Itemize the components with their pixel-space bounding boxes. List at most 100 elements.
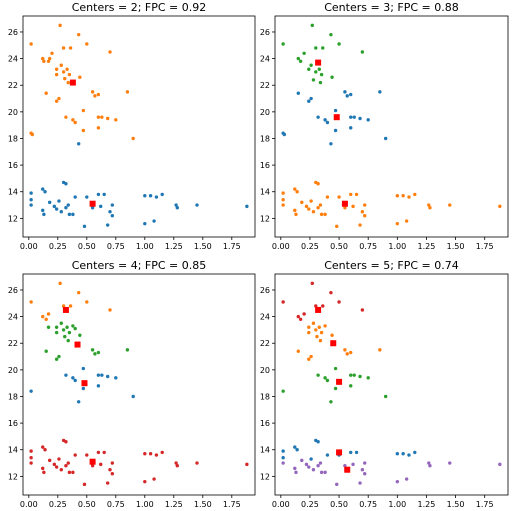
data-point bbox=[154, 453, 159, 457]
data-point bbox=[29, 300, 33, 304]
data-point bbox=[345, 94, 349, 98]
data-point bbox=[349, 192, 353, 197]
data-point bbox=[281, 449, 285, 453]
data-point bbox=[64, 373, 68, 377]
data-point bbox=[498, 462, 502, 467]
y-tick-label: 20 bbox=[8, 108, 18, 117]
data-point bbox=[76, 32, 81, 37]
data-point bbox=[325, 453, 330, 457]
cluster-center-marker bbox=[74, 341, 81, 348]
data-point bbox=[76, 290, 81, 295]
data-point bbox=[293, 445, 297, 449]
data-point bbox=[298, 317, 303, 321]
data-point bbox=[296, 91, 300, 95]
data-point bbox=[160, 192, 164, 197]
data-point bbox=[343, 90, 347, 94]
data-point bbox=[349, 350, 353, 355]
data-point bbox=[67, 212, 72, 217]
data-point bbox=[281, 389, 285, 393]
data-point bbox=[358, 481, 362, 485]
data-point bbox=[30, 132, 34, 137]
data-point bbox=[71, 118, 75, 122]
data-point bbox=[90, 464, 95, 468]
data-point bbox=[294, 470, 298, 475]
y-tick-label: 16 bbox=[8, 161, 18, 170]
data-point bbox=[296, 56, 300, 61]
data-point bbox=[325, 378, 330, 383]
x-tick-label: 0.50 bbox=[78, 242, 96, 251]
x-tick-label: 1.00 bbox=[388, 242, 406, 251]
data-point bbox=[96, 115, 101, 119]
y-tick-label: 26 bbox=[8, 286, 18, 295]
data-point bbox=[41, 208, 45, 213]
cluster-center-marker bbox=[315, 306, 322, 313]
data-point bbox=[63, 334, 67, 339]
chart-title: Centers = 4; FPC = 0.85 bbox=[72, 259, 207, 272]
data-point bbox=[110, 203, 115, 207]
cluster-center-marker bbox=[344, 466, 351, 473]
data-point bbox=[318, 338, 323, 343]
data-point bbox=[360, 210, 365, 214]
cluster-5 bbox=[281, 458, 502, 487]
data-point bbox=[354, 192, 359, 197]
data-point bbox=[314, 328, 318, 332]
data-point bbox=[281, 191, 285, 195]
data-point bbox=[318, 203, 323, 207]
data-point bbox=[114, 376, 118, 380]
data-point bbox=[29, 461, 33, 465]
data-point bbox=[395, 452, 400, 456]
data-point bbox=[352, 373, 356, 377]
data-point bbox=[43, 448, 47, 452]
y-tick-label: 12 bbox=[260, 472, 270, 481]
y-tick-label: 14 bbox=[8, 446, 18, 455]
data-point bbox=[66, 203, 70, 207]
x-tick-label: 0.75 bbox=[359, 500, 377, 509]
data-point bbox=[81, 386, 86, 391]
x-tick-label: 1.25 bbox=[165, 500, 183, 509]
cluster-2 bbox=[29, 142, 249, 229]
data-point bbox=[428, 206, 432, 210]
data-point bbox=[281, 300, 285, 304]
data-point bbox=[316, 115, 320, 119]
data-point bbox=[85, 453, 89, 457]
chart-title: Centers = 2; FPC = 0.92 bbox=[72, 1, 207, 14]
y-tick-label: 24 bbox=[260, 55, 270, 64]
data-point bbox=[245, 462, 249, 467]
data-point bbox=[71, 212, 75, 217]
data-point bbox=[59, 321, 63, 325]
x-tick-label: 0.50 bbox=[330, 242, 348, 251]
cluster-1 bbox=[281, 23, 365, 85]
data-point bbox=[29, 203, 33, 207]
data-point bbox=[85, 195, 89, 199]
cluster-4 bbox=[29, 438, 249, 487]
data-point bbox=[100, 115, 104, 119]
data-point bbox=[96, 350, 101, 355]
data-point bbox=[314, 70, 318, 74]
data-point bbox=[395, 479, 400, 484]
data-point bbox=[148, 194, 153, 198]
x-tick-label: 1.75 bbox=[476, 500, 494, 509]
chart-panel-3: Centers = 4; FPC = 0.85 0.00 0.25 0.50 0.75 1… bbox=[8, 259, 256, 509]
data-point bbox=[143, 452, 147, 456]
data-point bbox=[307, 207, 311, 211]
data-point bbox=[90, 90, 95, 94]
data-point bbox=[195, 203, 199, 207]
data-point bbox=[148, 452, 153, 456]
data-point bbox=[318, 461, 323, 465]
data-point bbox=[41, 466, 45, 471]
data-point bbox=[358, 374, 362, 379]
data-point bbox=[360, 50, 365, 54]
data-point bbox=[102, 450, 106, 455]
data-point bbox=[96, 126, 101, 130]
y-tick-label: 16 bbox=[260, 161, 270, 170]
data-point bbox=[316, 464, 320, 468]
x-tick-label: 0.75 bbox=[107, 500, 125, 509]
data-point bbox=[81, 128, 86, 133]
data-point bbox=[73, 326, 77, 331]
data-point bbox=[349, 384, 353, 388]
y-tick-label: 22 bbox=[8, 81, 18, 90]
x-tick-label: 0.00 bbox=[20, 242, 38, 251]
data-point bbox=[329, 142, 333, 146]
data-point bbox=[343, 464, 347, 468]
